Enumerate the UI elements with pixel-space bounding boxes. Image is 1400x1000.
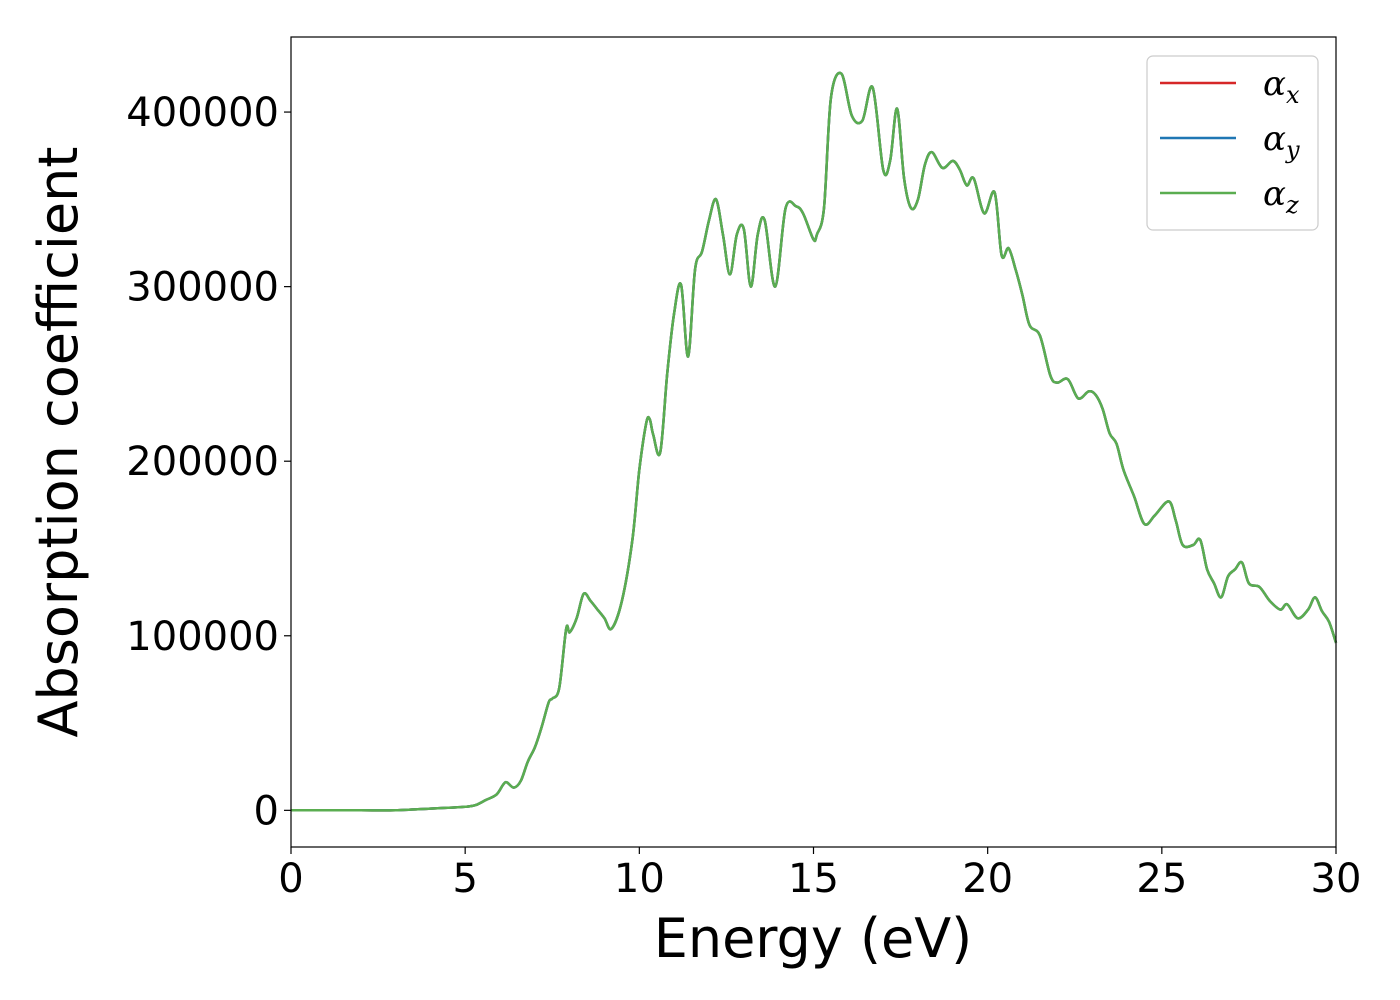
y-tick-label: 300000	[126, 265, 279, 311]
y-axis-title: Absorption coefficient	[27, 147, 90, 738]
series-layer	[291, 71, 1338, 812]
y-tick-label: 0	[254, 788, 279, 834]
x-tick-label: 15	[788, 856, 839, 902]
x-tick-label: 5	[452, 856, 477, 902]
legend-box	[1146, 55, 1319, 231]
series-line-z	[291, 71, 1338, 812]
y-tick-label: 400000	[126, 90, 279, 136]
x-axis: 0 5 10 15 20 25 30	[278, 847, 1361, 902]
x-axis-title: Energy (eV)	[654, 907, 973, 970]
x-tick-label: 20	[962, 856, 1013, 902]
y-axis: 0 100000 200000 300000 400000	[126, 90, 291, 834]
x-tick-label: 0	[278, 856, 303, 902]
legend-label-y: αy	[1263, 119, 1300, 164]
legend-label-x: αx	[1263, 64, 1300, 109]
x-tick-label: 10	[614, 856, 665, 902]
x-tick-label: 30	[1311, 856, 1362, 902]
y-tick-label: 100000	[126, 614, 279, 660]
y-tick-label: 200000	[126, 439, 279, 485]
x-tick-label: 25	[1136, 856, 1187, 902]
